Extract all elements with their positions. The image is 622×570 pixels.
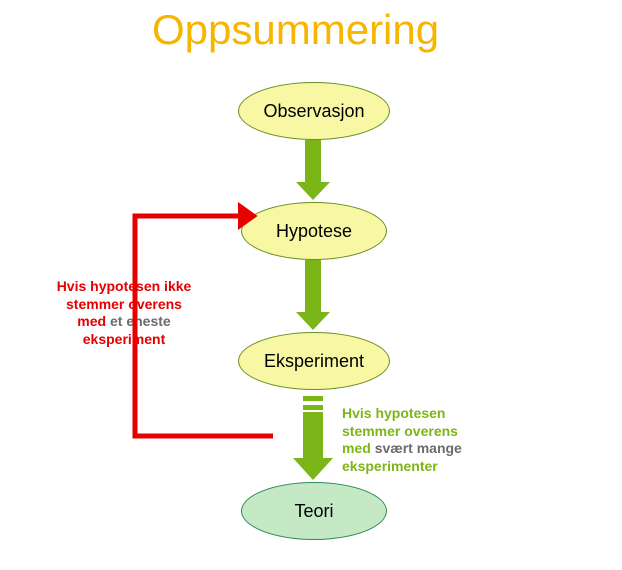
node-hypotese: Hypotese	[241, 202, 387, 260]
annotation-reject: Hvis hypotesen ikke stemmer overens med …	[44, 278, 204, 348]
node-label: Observasjon	[263, 101, 364, 122]
annot-line: stemmer overens	[66, 296, 182, 312]
diagram-canvas: Oppsummering Observasjon Hypotese Eksper…	[0, 0, 622, 570]
node-eksperiment: Eksperiment	[238, 332, 390, 390]
node-label: Hypotese	[276, 221, 352, 242]
annot-line-alt: svært mange	[375, 440, 462, 456]
node-teori: Teori	[241, 482, 387, 540]
annot-line: med	[77, 313, 106, 329]
annot-line: stemmer overens	[342, 423, 458, 439]
annot-line-alt: et eneste	[106, 313, 171, 329]
node-label: Eksperiment	[264, 351, 364, 372]
annot-line: Hvis hypotesen ikke	[57, 278, 192, 294]
annot-line: Hvis hypotesen	[342, 405, 445, 421]
node-label: Teori	[294, 501, 333, 522]
annot-line: eksperiment	[83, 331, 165, 347]
annot-line: med	[342, 440, 375, 456]
node-observasjon: Observasjon	[238, 82, 390, 140]
diagram-title: Oppsummering	[152, 6, 439, 54]
annot-line: eksperimenter	[342, 458, 438, 474]
annotation-accept: Hvis hypotesen stemmer overens med svært…	[342, 405, 512, 475]
